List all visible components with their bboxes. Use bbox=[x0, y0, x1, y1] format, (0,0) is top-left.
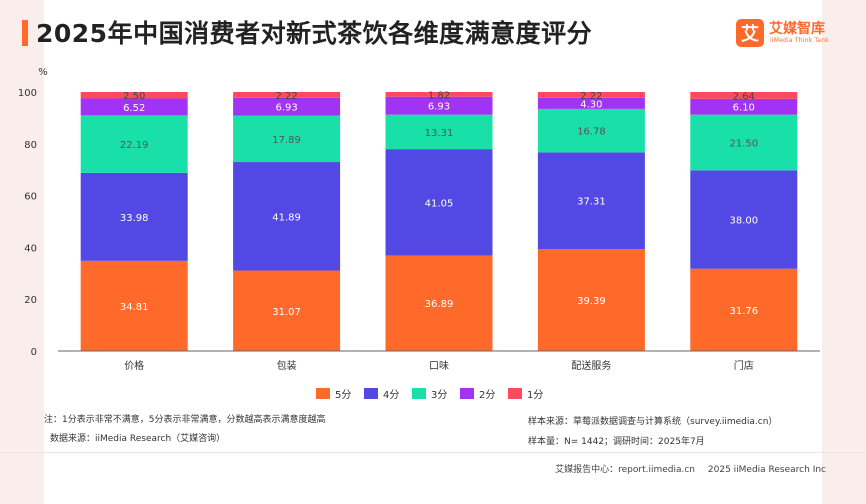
data-label: 13.31 bbox=[425, 128, 454, 139]
legend-swatch bbox=[364, 388, 378, 399]
legend-swatch bbox=[412, 388, 426, 399]
legend-label: 4分 bbox=[383, 389, 399, 401]
bar-segment bbox=[537, 152, 645, 249]
data-label: 41.05 bbox=[425, 198, 454, 209]
legend-label: 3分 bbox=[431, 389, 447, 401]
legend-label: 5分 bbox=[335, 389, 351, 401]
bar-segment bbox=[385, 96, 493, 115]
y-tick-label: 80 bbox=[24, 140, 37, 151]
footer: 艾媒报告中心：report.iimedia.cn 2025 iiMedia Re… bbox=[545, 462, 826, 475]
bar-segment bbox=[233, 97, 341, 116]
bar-segment bbox=[537, 108, 645, 153]
data-label: 21.50 bbox=[729, 138, 758, 149]
footer-divider bbox=[0, 452, 866, 453]
bar-segment bbox=[537, 248, 645, 351]
data-label: 6.10 bbox=[733, 103, 755, 114]
legend-swatch bbox=[508, 388, 522, 399]
data-label: 6.93 bbox=[428, 102, 450, 113]
data-label: 37.31 bbox=[577, 197, 606, 208]
right-margin-panel bbox=[822, 0, 866, 504]
data-label: 16.78 bbox=[577, 127, 606, 138]
legend-swatch bbox=[460, 388, 474, 399]
data-label: 41.89 bbox=[272, 212, 301, 223]
bar-segment bbox=[80, 260, 188, 351]
data-label: 6.52 bbox=[123, 103, 145, 114]
bar-segment bbox=[690, 170, 798, 269]
data-label: 2.50 bbox=[123, 91, 145, 102]
bar-segment bbox=[80, 115, 188, 173]
bar-segment bbox=[537, 97, 645, 109]
y-tick-label: 0 bbox=[31, 347, 37, 358]
bar-segment bbox=[385, 114, 493, 150]
data-label: 2.22 bbox=[580, 91, 602, 102]
logo-subtitle: iiMedia Think Tank bbox=[770, 37, 829, 44]
legend-label: 2分 bbox=[479, 389, 495, 401]
data-label: 1.82 bbox=[428, 90, 450, 101]
data-label: 17.89 bbox=[272, 135, 301, 146]
data-label: 4.30 bbox=[580, 99, 602, 110]
x-tick-label: 价格 bbox=[124, 359, 144, 372]
sample-size: 样本量：N= 1442；调研时间：2025年7月 bbox=[528, 437, 705, 447]
x-tick-label: 门店 bbox=[734, 359, 754, 372]
left-margin-panel bbox=[0, 0, 44, 504]
y-tick-label: 40 bbox=[24, 243, 37, 254]
data-label: 36.89 bbox=[425, 299, 454, 310]
legend-swatch bbox=[316, 388, 330, 399]
bar-segment bbox=[385, 255, 493, 351]
y-tick-label: 60 bbox=[24, 192, 37, 203]
data-label: 33.98 bbox=[120, 213, 149, 224]
x-tick-label: 配送服务 bbox=[571, 359, 611, 372]
note-scale: 注：1分表示非常不满意，5分表示非常满意，分数越高表示满意度越高 bbox=[44, 415, 326, 425]
title-accent-bar bbox=[22, 20, 28, 46]
data-label: 6.93 bbox=[275, 103, 297, 114]
data-label: 2.64 bbox=[733, 91, 755, 102]
legend-label: 1分 bbox=[527, 389, 543, 401]
bar-segment bbox=[80, 98, 188, 116]
bar-segment bbox=[80, 172, 188, 261]
bar-segment bbox=[690, 114, 798, 171]
y-tick-label: 20 bbox=[24, 295, 37, 306]
data-label: 38.00 bbox=[729, 216, 758, 227]
bar-segment bbox=[233, 115, 341, 163]
logo-mark: 艾 bbox=[736, 19, 764, 47]
bar-segment bbox=[385, 149, 493, 256]
data-label: 31.07 bbox=[272, 307, 301, 318]
data-label: 39.39 bbox=[577, 296, 606, 307]
bar-segment bbox=[385, 92, 493, 97]
bar-segment bbox=[690, 268, 798, 351]
data-label: 34.81 bbox=[120, 302, 149, 313]
data-label: 22.19 bbox=[120, 140, 149, 151]
bar-segment bbox=[80, 92, 188, 99]
x-tick-label: 包装 bbox=[277, 359, 297, 372]
data-label: 2.22 bbox=[275, 91, 297, 102]
footer-report-center: 艾媒报告中心：report.iimedia.cn bbox=[555, 465, 696, 475]
sample-source: 样本来源：草莓派数据调查与计算系统（survey.iimedia.cn） bbox=[528, 417, 778, 427]
bar-segment bbox=[690, 98, 798, 115]
logo-name: 艾媒智库 bbox=[769, 21, 825, 37]
brand-logo: 艾 艾媒智库 iiMedia Think Tank bbox=[736, 17, 846, 51]
data-label: 31.76 bbox=[729, 306, 758, 317]
bar-segment bbox=[233, 92, 341, 98]
x-tick-label: 口味 bbox=[429, 360, 449, 372]
bar-segment bbox=[537, 92, 645, 98]
bar-segment bbox=[690, 92, 798, 99]
y-tick-label: 100 bbox=[18, 88, 37, 99]
y-axis-unit: % bbox=[38, 67, 48, 78]
footer-copyright: 2025 iiMedia Research Inc bbox=[707, 465, 826, 475]
data-source: 数据来源：iiMedia Research（艾媒咨询） bbox=[50, 434, 226, 444]
bar-segment bbox=[233, 270, 341, 351]
page-title: 2025年中国消费者对新式茶饮各维度满意度评分 bbox=[36, 19, 593, 48]
bar-segment bbox=[233, 162, 341, 271]
